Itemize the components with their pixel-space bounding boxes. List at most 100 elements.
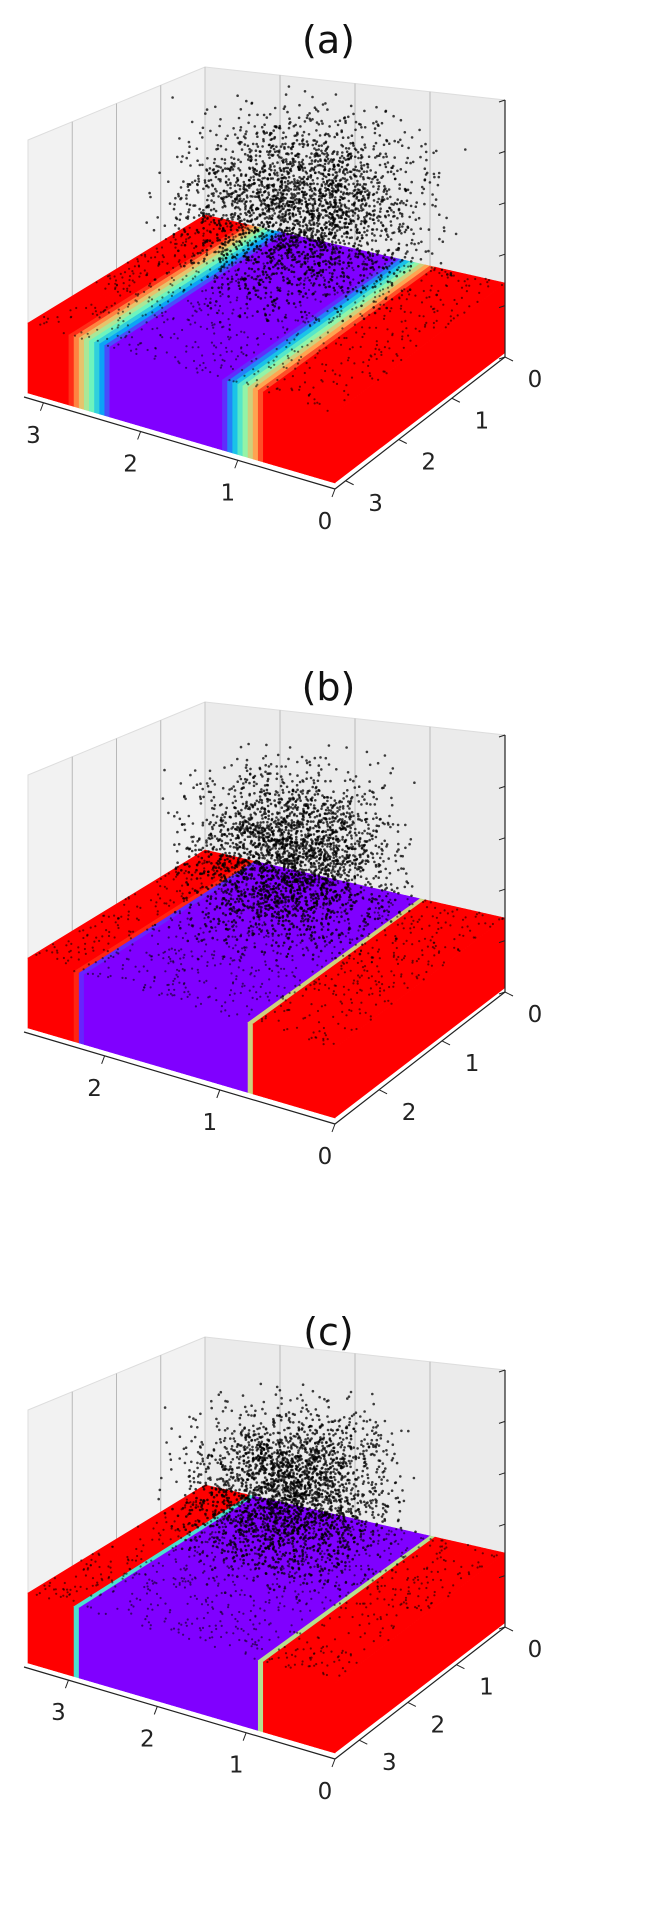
cloud-point [405, 298, 408, 301]
cloud-point [262, 789, 266, 793]
cloud-point [278, 188, 281, 191]
cloud-point [222, 201, 226, 204]
cloud-point [328, 212, 332, 215]
cloud-point [244, 312, 247, 315]
cloud-point [264, 286, 268, 290]
cloud-point [94, 310, 97, 313]
cloud-point [96, 313, 99, 316]
cloud-point [340, 285, 344, 289]
cloud-point [360, 866, 363, 870]
cloud-point [335, 245, 338, 248]
cloud-point [253, 866, 256, 870]
cloud-point [258, 196, 261, 200]
cloud-point [230, 216, 233, 219]
cloud-point [254, 158, 258, 162]
cloud-point [438, 213, 441, 216]
slab-front-strip [211, 1011, 218, 1084]
cloud-point [251, 314, 254, 317]
cloud-point [338, 250, 341, 253]
cloud-point [258, 767, 262, 771]
cloud-point [229, 336, 232, 339]
cloud-point [292, 202, 296, 205]
slab-front-strip [109, 346, 116, 419]
cloud-point [277, 228, 280, 232]
cloud-point [237, 167, 240, 170]
cloud-point [220, 250, 223, 253]
cloud-point [441, 240, 445, 243]
cloud-point [323, 158, 327, 161]
cloud-point [233, 197, 237, 201]
cloud-point [410, 242, 413, 245]
cloud-point [248, 186, 251, 189]
cloud-point [370, 790, 374, 794]
cloud-point [137, 343, 140, 346]
cloud-point [341, 267, 344, 270]
cloud-point [282, 131, 285, 134]
cloud-point [360, 304, 363, 308]
cloud-point [186, 299, 190, 302]
cloud-point [268, 254, 271, 257]
cloud-point [118, 316, 121, 320]
cloud-point [315, 241, 319, 245]
cloud-point [450, 274, 453, 277]
cloud-point [235, 333, 238, 337]
cloud-point [140, 254, 143, 257]
cloud-point [250, 102, 253, 105]
cloud-point [307, 175, 310, 179]
cloud-point [276, 289, 279, 292]
cloud-point [406, 290, 409, 293]
cloud-point [291, 157, 295, 161]
cloud-point [136, 260, 140, 263]
cloud-point [296, 239, 299, 242]
cloud-point [308, 194, 312, 198]
cloud-point [116, 290, 119, 293]
cloud-point [220, 242, 224, 245]
cloud-point [236, 201, 239, 205]
cloud-point [221, 276, 224, 279]
slab-front-strip [298, 1037, 305, 1110]
cloud-point [255, 191, 259, 195]
cloud-point [187, 814, 191, 818]
cloud-point [310, 189, 314, 193]
cloud-point [226, 134, 229, 138]
cloud-point [342, 869, 345, 873]
cloud-point [317, 861, 321, 865]
cloud-point [221, 813, 224, 816]
cloud-point [283, 850, 287, 853]
cloud-point [107, 311, 110, 314]
cloud-point [236, 897, 239, 901]
slab-front-strip [293, 1035, 300, 1108]
cloud-point [377, 197, 381, 201]
cloud-point [380, 276, 383, 279]
cloud-point [189, 259, 192, 262]
cloud-point [244, 173, 248, 177]
cloud-point [213, 332, 216, 335]
cloud-point [385, 306, 389, 310]
cloud-point [363, 190, 367, 193]
cloud-point [309, 227, 313, 231]
cloud-point [253, 945, 257, 949]
cloud-point [364, 146, 367, 149]
cloud-point [261, 160, 265, 163]
cloud-point [339, 195, 342, 199]
cloud-point [204, 289, 207, 292]
cloud-point [410, 885, 414, 888]
cloud-point [271, 255, 275, 259]
cloud-point [378, 202, 382, 206]
cloud-point [243, 272, 247, 275]
cloud-point [358, 231, 361, 235]
cloud-point [167, 300, 170, 303]
cloud-point [375, 280, 378, 283]
cloud-point [484, 277, 487, 280]
cloud-point [268, 173, 272, 176]
cloud-point [282, 366, 285, 369]
cloud-point [185, 881, 188, 884]
cloud-point [418, 128, 421, 132]
cloud-point [185, 197, 188, 200]
slab-front-strip [298, 402, 305, 475]
cloud-point [439, 298, 442, 301]
cloud-point [240, 890, 243, 893]
cloud-point [395, 353, 398, 356]
cloud-point [230, 764, 233, 767]
vertical-tick [498, 202, 506, 206]
